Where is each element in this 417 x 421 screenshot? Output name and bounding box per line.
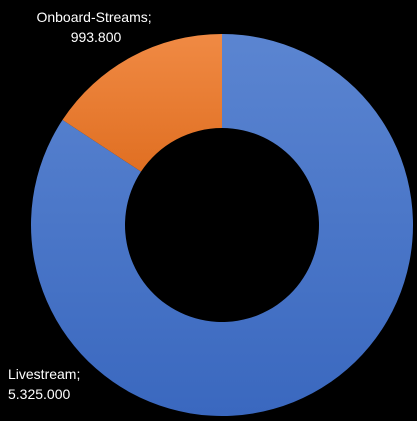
- doughnut-slices: [31, 34, 413, 416]
- data-label-livestream: Livestream; 5.325.000: [8, 366, 84, 402]
- data-label-onboard-streams-sep: ;: [148, 9, 152, 25]
- data-label-onboard-streams-name: Onboard-Streams: [36, 9, 147, 25]
- data-label-onboard-streams: Onboard-Streams; 993.800: [36, 9, 155, 45]
- slice-onboard-streams: [62, 34, 222, 172]
- data-label-livestream-value: 5.325.000: [8, 386, 70, 402]
- slice-livestream: [31, 34, 413, 416]
- data-label-livestream-name: Livestream: [8, 366, 76, 382]
- data-label-onboard-streams-value: 993.800: [71, 29, 122, 45]
- data-label-livestream-sep: ;: [76, 366, 80, 382]
